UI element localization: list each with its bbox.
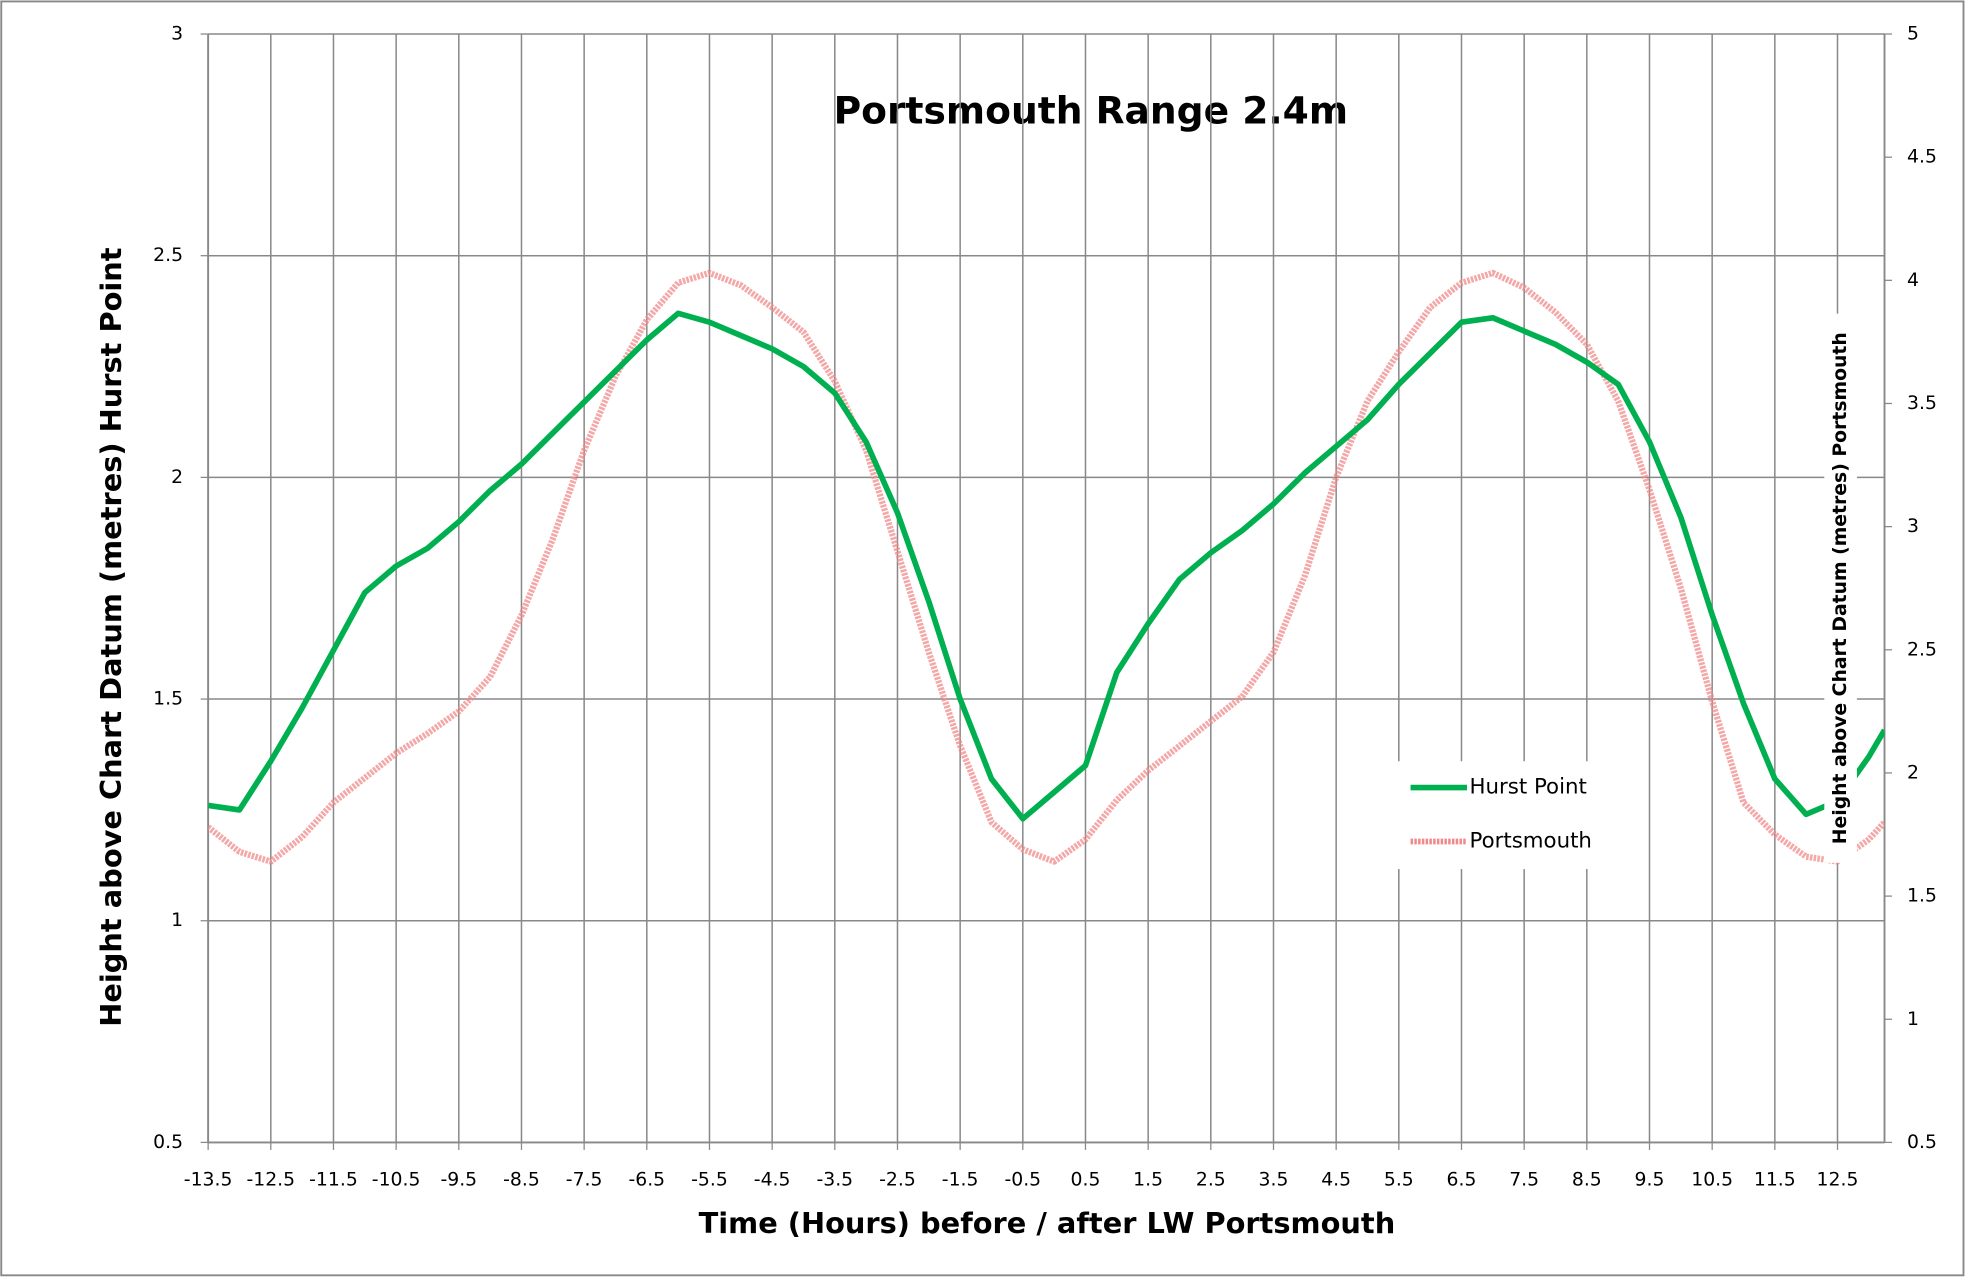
x-tick-label: -4.5 xyxy=(754,1170,791,1191)
series-line xyxy=(208,269,1885,865)
series-line xyxy=(208,310,1885,822)
y2-tick-label: 0.5 xyxy=(1907,1132,1937,1153)
x-tick-label: -9.5 xyxy=(440,1170,477,1191)
x-tick-label: 12.5 xyxy=(1817,1170,1859,1191)
y2-label-bg xyxy=(1824,313,1857,863)
x-tick-label: -6.5 xyxy=(628,1170,665,1191)
x-tick-label: -12.5 xyxy=(246,1170,295,1191)
y-tick-label: 1.5 xyxy=(153,689,183,710)
y2-tick-label: 4 xyxy=(1907,270,1919,291)
x-tick-label: -11.5 xyxy=(309,1170,358,1191)
y-tick-label: 2.5 xyxy=(153,245,183,266)
y2-tick-label: 2.5 xyxy=(1907,639,1937,660)
x-tick-label: 2.5 xyxy=(1196,1170,1226,1191)
x-tick-label: 8.5 xyxy=(1572,1170,1602,1191)
x-tick-label: 3.5 xyxy=(1259,1170,1289,1191)
x-tick-label: -2.5 xyxy=(879,1170,916,1191)
y-axis-label: Height above Chart Datum (metres) Hurst … xyxy=(94,247,128,1027)
legend-label: Hurst Point xyxy=(1469,775,1586,800)
legend-box xyxy=(1398,761,1605,870)
y2-tick-label: 3.5 xyxy=(1907,393,1937,414)
legend-label: Portsmouth xyxy=(1469,828,1591,853)
y2-tick-label: 3 xyxy=(1907,516,1919,537)
y2-axis-label: Height above Chart Datum (metres) Portsm… xyxy=(1830,332,1851,844)
x-axis-label: Time (Hours) before / after LW Portsmout… xyxy=(699,1206,1396,1240)
x-tick-label: -10.5 xyxy=(372,1170,421,1191)
y-tick-label: 2 xyxy=(171,467,183,488)
x-tick-label: 6.5 xyxy=(1447,1170,1477,1191)
y2-tick-label: 1 xyxy=(1907,1009,1919,1030)
y-tick-label: 3 xyxy=(171,24,183,45)
x-tick-label: 4.5 xyxy=(1321,1170,1351,1191)
x-tick-label: -5.5 xyxy=(691,1170,728,1191)
x-tick-label: -7.5 xyxy=(566,1170,603,1191)
x-tick-label: 10.5 xyxy=(1691,1170,1733,1191)
x-tick-label: 7.5 xyxy=(1509,1170,1539,1191)
x-tick-label: -3.5 xyxy=(816,1170,853,1191)
chart-title: Portsmouth Range 2.4m xyxy=(834,89,1348,133)
x-tick-label: 5.5 xyxy=(1384,1170,1414,1191)
x-tick-label: 9.5 xyxy=(1635,1170,1665,1191)
y2-tick-label: 1.5 xyxy=(1907,886,1937,907)
x-tick-label: -13.5 xyxy=(184,1170,233,1191)
y-tick-label: 1 xyxy=(171,910,183,931)
y2-tick-label: 4.5 xyxy=(1907,147,1937,168)
y-tick-label: 0.5 xyxy=(153,1132,183,1153)
y2-tick-label: 5 xyxy=(1907,24,1919,45)
x-tick-label: -8.5 xyxy=(503,1170,540,1191)
x-tick-label: -1.5 xyxy=(942,1170,979,1191)
x-tick-label: 1.5 xyxy=(1133,1170,1163,1191)
x-tick-label: 11.5 xyxy=(1754,1170,1796,1191)
x-tick-label: 0.5 xyxy=(1071,1170,1101,1191)
x-tick-label: -0.5 xyxy=(1004,1170,1041,1191)
y2-tick-label: 2 xyxy=(1907,762,1919,783)
